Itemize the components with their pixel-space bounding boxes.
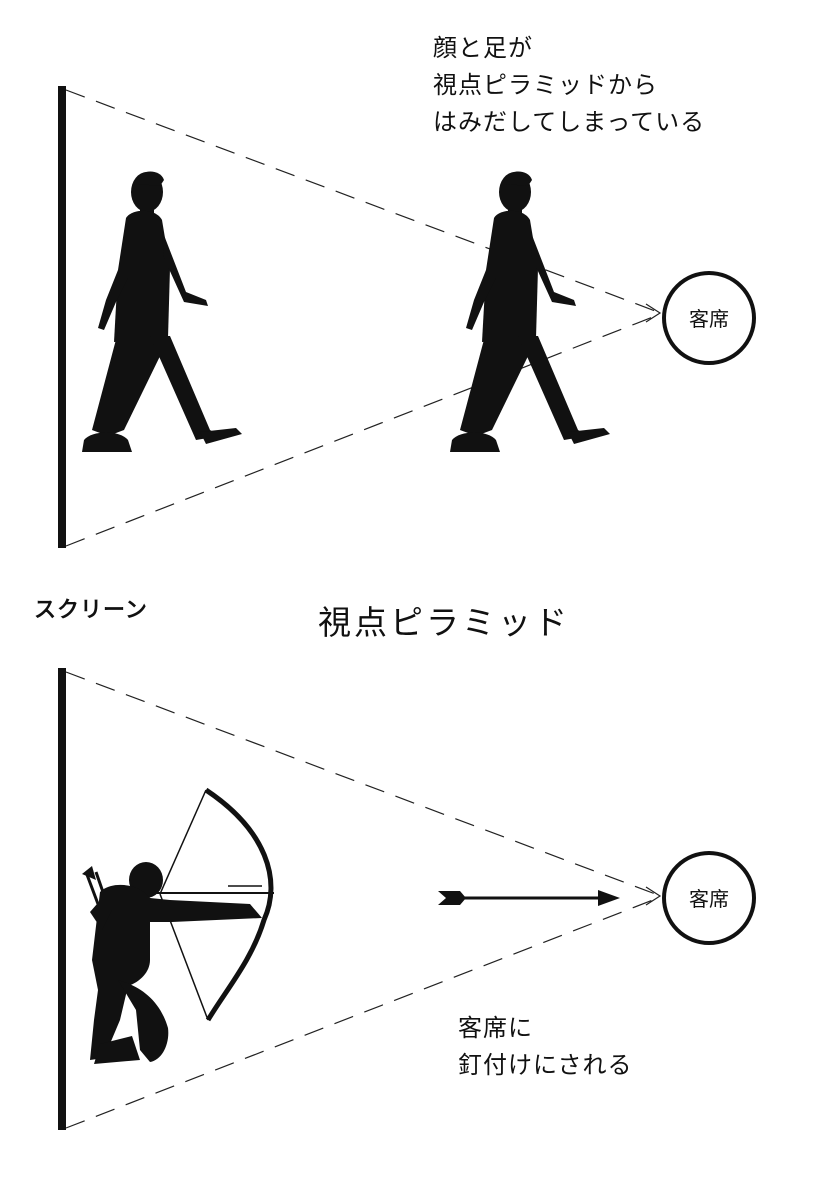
- top-annotation: 顔と足が 視点ピラミッドから はみだしてしまっている: [433, 30, 705, 141]
- screen-bar-top: [58, 86, 66, 548]
- pyramid-edge-lower-top: [65, 314, 659, 547]
- top-annotation-line: 顔と足が: [433, 34, 533, 62]
- arrowhead-icon: [645, 303, 662, 323]
- bottom-panel: 客席: [58, 668, 756, 1130]
- arrow-icon: [438, 890, 620, 906]
- walking-man-icon: [82, 171, 242, 452]
- pyramid-edge-lower-bottom: [65, 897, 659, 1129]
- bottom-annotation-line: 釘付けにされる: [458, 1051, 633, 1079]
- top-panel: 客席: [58, 86, 756, 548]
- screen-label: スクリーン: [34, 598, 148, 623]
- audience-seat-circle-top: [662, 271, 756, 365]
- diagram-title: 視点ピラミッド: [318, 603, 570, 642]
- pyramid-edge-upper-bottom: [65, 671, 659, 896]
- bottom-annotation-line: 客席に: [458, 1014, 533, 1042]
- audience-seat-label-top: 客席: [689, 307, 729, 331]
- pyramid-edge-upper-top: [65, 89, 659, 313]
- archer-icon: [82, 787, 274, 1064]
- bottom-annotation: 客席に 釘付けにされる: [458, 1010, 633, 1084]
- audience-seat-label-bottom: 客席: [689, 887, 729, 911]
- top-annotation-line: はみだしてしまっている: [433, 108, 706, 136]
- walking-man-icon: [450, 171, 610, 452]
- arrowhead-icon: [645, 886, 662, 906]
- screen-bar-bottom: [58, 668, 66, 1130]
- audience-seat-circle-bottom: [662, 851, 756, 945]
- top-annotation-line: 視点ピラミッドから: [433, 71, 658, 99]
